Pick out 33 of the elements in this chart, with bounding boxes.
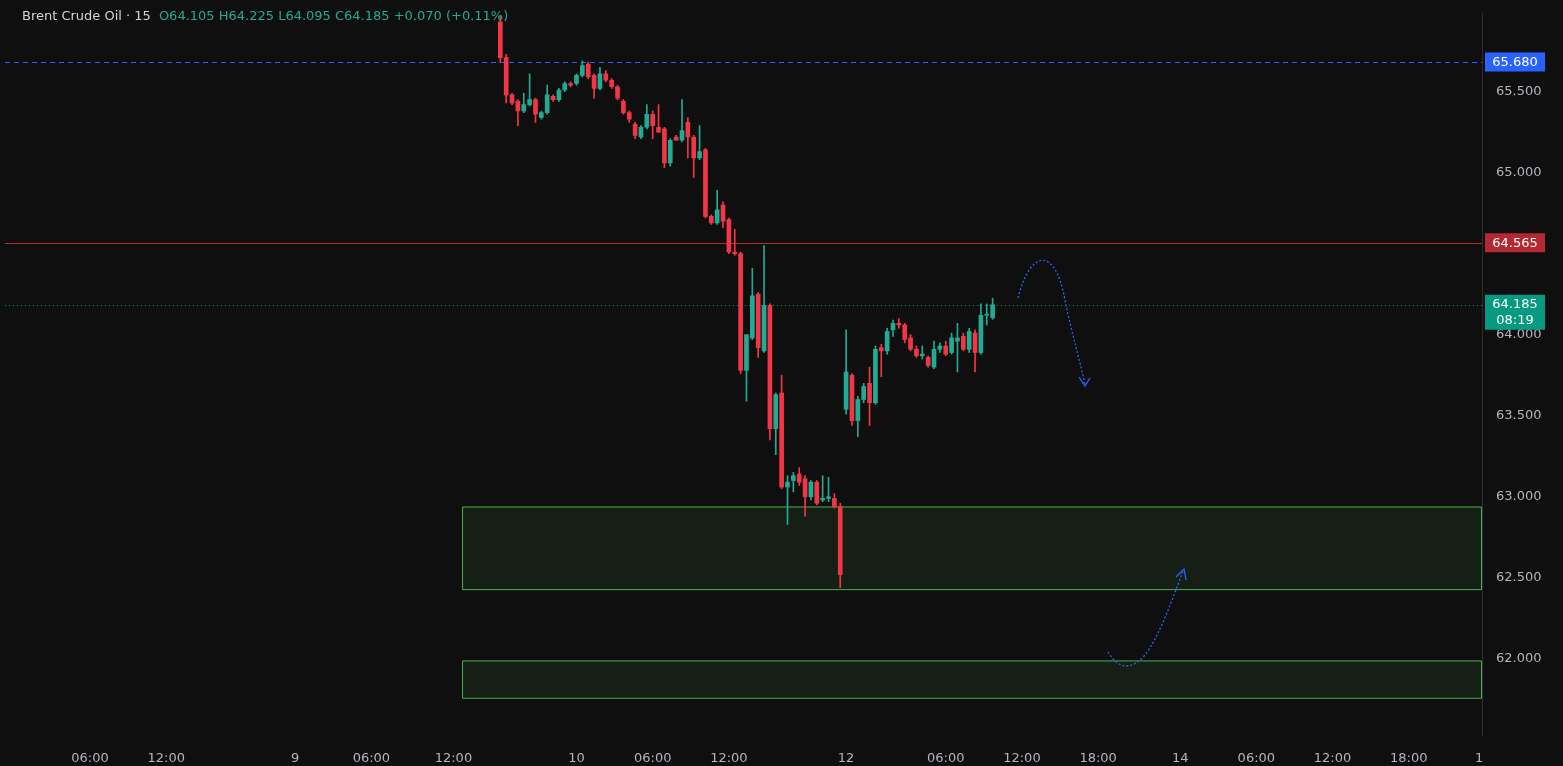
y-tick-label: 64.000 [1496,326,1542,342]
ref-line-label: 65.680 [1492,53,1538,69]
x-tick-label: 1 [1474,750,1484,766]
chart-title: Brent Crude Oil · 15 [22,8,151,23]
chart-subtitle: O64.105 H64.225 L64.095 C64.185 +0.070 (+0.11%) [158,8,509,23]
ref-line-label: 64.565 [1492,234,1538,250]
x-tick-label: 18:00 [1390,750,1428,766]
x-tick-label: 06:00 [352,750,391,766]
y-tick-label: 65.000 [1496,164,1542,179]
y-tick-label: 62.000 [1496,650,1542,666]
x-tick-label: 12:00 [1003,750,1041,766]
y-tick-label: 63.000 [1496,488,1542,504]
x-tick-label: 18:00 [1079,750,1117,766]
x-tick-label: 06:00 [633,750,672,766]
x-tick-label: 06:00 [1237,750,1276,766]
x-tick-label: 12:00 [710,750,748,766]
ref-line-label: 64.185 [1492,296,1538,312]
x-tick-label: 9 [291,750,300,766]
y-tick-label: 63.500 [1496,407,1542,423]
candlestick [919,345,925,360]
x-tick-label: 12:00 [1313,750,1352,766]
text: 08:19 [1496,312,1534,328]
x-tick-label: 12:00 [147,750,185,766]
y-tick-label: 65.500 [1496,82,1542,98]
candlestick [679,99,685,143]
x-tick-label: 12:00 [434,750,473,766]
y-tick-label: 62.500 [1496,569,1542,585]
candlestick [878,344,884,378]
x-tick-label: 10 [568,750,585,766]
x-tick-label: 12 [837,750,855,766]
x-tick-label: 06:00 [927,750,965,766]
x-tick-label: 06:00 [71,750,109,766]
x-tick-label: 14 [1171,750,1189,766]
